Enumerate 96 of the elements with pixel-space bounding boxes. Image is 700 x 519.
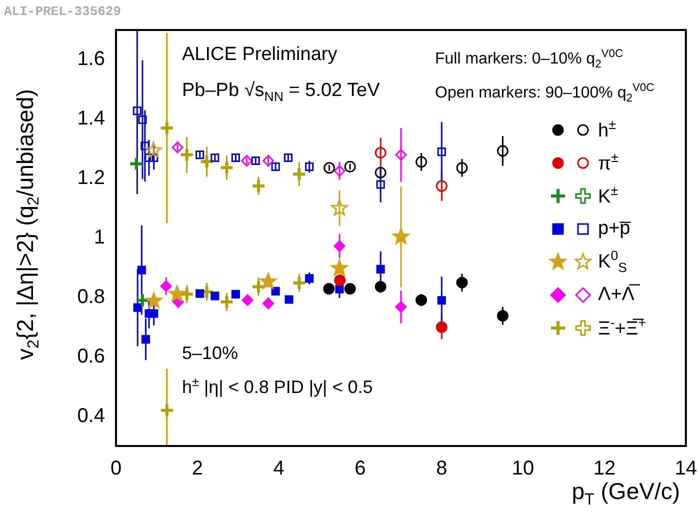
point: [305, 274, 314, 283]
point: [159, 402, 174, 418]
point: [240, 154, 252, 166]
point: [231, 153, 240, 162]
legend-label: K$^{±}$: [598, 182, 618, 208]
point: [219, 160, 234, 176]
point: [133, 303, 142, 312]
y-tick-label: 1: [94, 226, 105, 249]
point: [324, 162, 336, 174]
point: [376, 180, 385, 189]
point: [436, 321, 448, 333]
point: [331, 200, 348, 216]
y-tick-label: 0.4: [77, 404, 105, 427]
point: [242, 294, 254, 306]
legend-label: p+p̅: [598, 218, 630, 240]
point: [344, 160, 356, 172]
legend-label: π$^{±}$: [598, 150, 618, 176]
x-tick-label: 10: [512, 458, 534, 480]
point: [374, 280, 386, 292]
point: [138, 115, 147, 124]
annotation: ALICE Preliminary: [182, 44, 338, 66]
annotation: h$^{±}$ |η| < 0.8 PID |y| < 0.5: [182, 375, 373, 398]
point: [292, 166, 307, 182]
point: [395, 301, 407, 313]
text: ALI-PREL-335629: [4, 4, 122, 19]
point: [271, 162, 280, 171]
point: [128, 156, 144, 172]
point: [284, 153, 292, 162]
point: [250, 178, 266, 194]
point: [496, 310, 508, 322]
point: [331, 260, 348, 276]
x-tick-label: 4: [273, 458, 284, 480]
legend-label: Ξ$^{-}$+Ξ̅$^{+}$: [598, 314, 646, 340]
point: [292, 275, 307, 290]
y-tick-label: 1.6: [77, 48, 105, 70]
point: [172, 142, 184, 154]
point: [335, 284, 344, 294]
point: [168, 285, 186, 302]
point: [141, 335, 150, 344]
point: [416, 294, 428, 306]
point: [305, 162, 314, 171]
point: [179, 286, 194, 302]
point: [395, 149, 407, 161]
point: [210, 153, 220, 162]
y-tick-label: 1.4: [77, 108, 105, 130]
point: [392, 228, 410, 244]
annotation: 5–10%: [182, 343, 238, 364]
point: [323, 283, 335, 295]
x-tick-label: 2: [192, 458, 203, 480]
point: [437, 148, 446, 156]
point: [160, 280, 172, 292]
point: [196, 150, 204, 160]
annotation: Pb–Pb √s$_{NN}$ = 5.02 TeV: [182, 80, 380, 104]
point: [374, 166, 386, 178]
y-tick-label: 0.8: [77, 286, 105, 308]
y-tick-label: 0.6: [77, 345, 105, 368]
point: [145, 142, 162, 158]
point: [179, 147, 194, 162]
legend-label: h$^{±}$: [598, 116, 616, 142]
point: [416, 156, 428, 168]
point: [140, 142, 150, 150]
point: [376, 264, 385, 274]
point: [219, 294, 234, 310]
point: [437, 296, 446, 305]
point: [134, 292, 150, 308]
point: [334, 165, 346, 177]
x-tick-label: 6: [354, 458, 366, 480]
x-tick-label: 8: [436, 458, 448, 480]
point: [137, 266, 146, 274]
point: [210, 292, 220, 300]
point: [284, 295, 294, 304]
x-tick-label: 14: [674, 458, 697, 480]
point: [159, 120, 174, 136]
point: [251, 156, 260, 166]
point: [334, 274, 346, 286]
point: [456, 162, 468, 174]
y-tick-label: 1.2: [77, 167, 105, 190]
x-tick-label: 12: [593, 458, 616, 480]
point: [334, 240, 346, 252]
point: [150, 309, 158, 318]
x-axis-title: p$_{T}$ (GeV/c): [572, 478, 680, 510]
point: [374, 146, 386, 158]
point: [262, 154, 274, 166]
x-tick-label: 0: [110, 458, 122, 480]
point: [196, 289, 204, 298]
point: [456, 276, 468, 288]
point: [436, 180, 448, 192]
point: [132, 106, 142, 116]
point: [250, 279, 266, 294]
point: [260, 272, 277, 289]
point: [262, 298, 274, 310]
point: [231, 290, 240, 298]
point: [344, 283, 356, 295]
point: [271, 286, 280, 296]
point: [146, 292, 162, 308]
point: [496, 145, 508, 157]
